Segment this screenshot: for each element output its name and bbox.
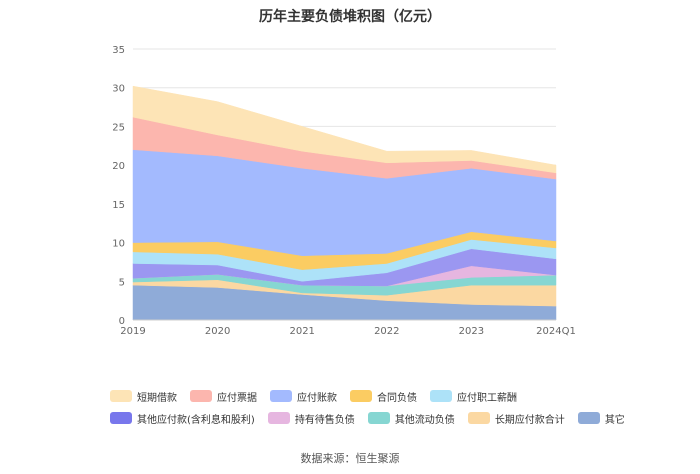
x-tick-label: 2020 — [205, 326, 230, 337]
y-tick-label: 15 — [112, 200, 125, 211]
y-tick-label: 10 — [112, 239, 125, 250]
legend-row: 其他应付款(含利息和股利) 持有待售负债 其他流动负债 长期应付款合计 其它 — [110, 410, 670, 426]
legend-item[interactable]: 其他流动负债 — [367, 411, 455, 426]
legend-swatch — [190, 390, 212, 402]
x-tick-label: 2019 — [120, 326, 145, 337]
y-tick-label: 5 — [119, 277, 125, 288]
x-tick-label: 2024Q1 — [536, 326, 576, 337]
data-source-note: 数据来源：恒生聚源 — [300, 452, 400, 465]
chart-legend: 短期借款 应付票据 应付账款 合同负债 应付职工薪酬其他应付款(含利息和股利) 持有待售负… — [110, 388, 670, 432]
chart-title: 历年主要负债堆积图（亿元） — [259, 9, 441, 25]
legend-label: 应付账款 — [297, 392, 337, 404]
x-tick-label: 2022 — [374, 326, 399, 337]
legend-item[interactable]: 应付票据 — [190, 389, 257, 404]
legend-swatch — [367, 412, 390, 424]
legend-label: 持有待售负债 — [294, 414, 355, 426]
legend-label: 应付职工薪酬 — [457, 392, 517, 404]
legend-swatch — [270, 390, 292, 402]
legend-label: 其他流动负债 — [394, 414, 455, 426]
legend-swatch — [467, 412, 490, 424]
legend-swatch — [110, 390, 132, 402]
legend-swatch — [350, 390, 372, 402]
legend-swatch — [430, 390, 452, 402]
x-tick-label: 2023 — [459, 326, 484, 337]
legend-item[interactable]: 短期借款 — [110, 389, 177, 404]
legend-item[interactable]: 应付职工薪酬 — [430, 389, 517, 404]
y-tick-label: 35 — [112, 45, 125, 56]
legend-item[interactable]: 其他应付款(含利息和股利) — [110, 411, 255, 426]
legend-row: 短期借款 应付票据 应付账款 合同负债 应付职工薪酬 — [110, 388, 670, 404]
stacked-area-chart: 0 5 10 15 20 25 30 35 2019 2020 2021 2022 2023 2024Q1 — [112, 45, 576, 337]
legend-item[interactable]: 应付账款 — [270, 389, 337, 404]
y-tick-label: 20 — [112, 161, 125, 172]
legend-label: 应付票据 — [217, 392, 257, 404]
legend-swatch — [110, 412, 132, 424]
x-tick-label: 2021 — [289, 326, 314, 337]
legend-item[interactable]: 合同负债 — [350, 389, 417, 404]
legend-swatch — [577, 412, 600, 424]
y-tick-label: 30 — [112, 84, 125, 95]
legend-item[interactable]: 长期应付款合计 — [467, 411, 565, 426]
legend-label: 长期应付款合计 — [494, 414, 565, 426]
legend-item[interactable]: 其它 — [577, 411, 625, 426]
legend-item[interactable]: 持有待售负债 — [267, 411, 355, 426]
legend-swatch — [267, 412, 290, 424]
legend-label: 短期借款 — [137, 392, 177, 404]
area-series — [132, 85, 557, 174]
legend-label: 其它 — [604, 414, 625, 426]
legend-label: 其他应付款(含利息和股利) — [137, 414, 255, 426]
legend-label: 合同负债 — [377, 392, 417, 404]
y-tick-label: 0 — [119, 316, 125, 327]
y-tick-label: 25 — [112, 122, 125, 133]
